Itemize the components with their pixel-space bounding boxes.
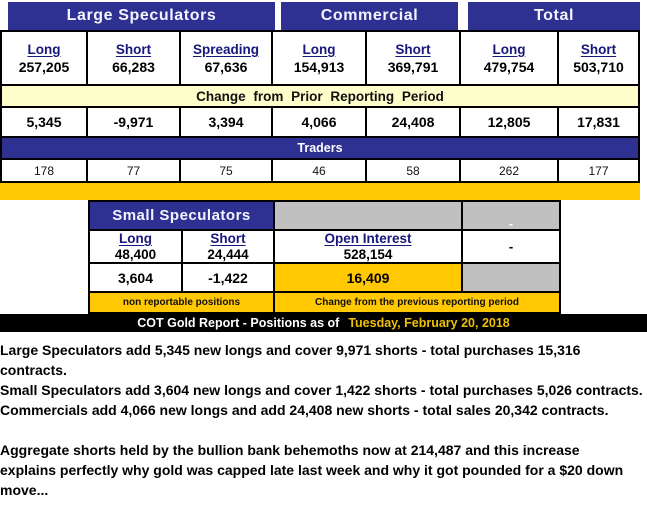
positions-row: Long 257,205 Short 66,283 Spreading 67,6… <box>0 30 640 86</box>
position-value: 154,913 <box>293 58 345 75</box>
dash-placeholder: - <box>509 217 513 231</box>
cell-small-spec-short: Short 24,444 <box>183 231 275 262</box>
commentary-line: Aggregate shorts held by the bullion ban… <box>0 442 580 458</box>
traders-count: 46 <box>273 160 367 181</box>
column-header: Short <box>580 41 617 57</box>
change-value: 3,394 <box>181 108 273 136</box>
cell-large-spec-short: Short 66,283 <box>88 32 181 84</box>
column-header: Long <box>302 41 336 57</box>
column-header: Long <box>119 231 152 246</box>
traders-count: 58 <box>367 160 461 181</box>
commentary-line: explains perfectly why gold was capped l… <box>0 462 624 478</box>
gray-cell <box>463 264 559 291</box>
change-value: 12,805 <box>461 108 559 136</box>
open-interest-value: 528,154 <box>343 247 393 262</box>
group-header-commercial: Commercial <box>281 2 458 30</box>
gray-cell: - <box>463 202 559 231</box>
traders-count: 77 <box>88 160 181 181</box>
cell-large-spec-spreading: Spreading 67,636 <box>181 32 273 84</box>
footnote-non-reportable: non reportable positions <box>90 293 275 312</box>
cell-total-short: Short 503,710 <box>559 32 638 84</box>
position-value: 503,710 <box>573 58 624 75</box>
dash-placeholder: - <box>508 239 514 254</box>
cell-large-spec-long: Long 257,205 <box>2 32 88 84</box>
cell-commercial-short: Short 369,791 <box>367 32 461 84</box>
empty-cell: - <box>463 231 559 262</box>
position-value: 67,636 <box>204 58 248 75</box>
change-value: 3,604 <box>90 264 183 291</box>
traders-band: Traders <box>0 138 640 160</box>
gold-divider-band <box>0 183 640 200</box>
traders-count: 178 <box>2 160 88 181</box>
commentary-blank-line <box>0 420 647 440</box>
column-header: Spreading <box>192 41 259 57</box>
commentary-line: contracts. <box>0 362 67 378</box>
report-date: Tuesday, February 20, 2018 <box>348 316 510 330</box>
column-header: Open Interest <box>324 231 412 246</box>
group-header-gap <box>458 2 468 30</box>
traders-row: 178 77 75 46 58 262 177 <box>0 160 640 183</box>
small-spec-changes-row: 3,604 -1,422 16,409 <box>90 264 559 293</box>
traders-count: 262 <box>461 160 559 181</box>
change-value: 24,408 <box>367 108 461 136</box>
column-header: Short <box>395 41 431 57</box>
small-spec-positions-row: Long 48,400 Short 24,444 Open Interest 5… <box>90 231 559 264</box>
commentary: Large Speculators add 5,345 new longs an… <box>0 340 647 500</box>
column-header: Long <box>492 41 526 57</box>
small-spec-title: Small Speculators <box>90 202 275 229</box>
cell-total-long: Long 479,754 <box>461 32 559 84</box>
commentary-line: move... <box>0 482 49 498</box>
change-value: 5,345 <box>2 108 88 136</box>
position-value: 369,791 <box>387 58 439 75</box>
column-header: Long <box>27 41 61 57</box>
commentary-line: Commercials add 4,066 new longs and add … <box>0 402 609 418</box>
change-value: 4,066 <box>273 108 367 136</box>
footnote-change-period: Change from the previous reporting perio… <box>275 293 559 312</box>
traders-count: 177 <box>588 163 609 178</box>
report-title: COT Gold Report - Positions as of <box>137 316 340 330</box>
position-value: 66,283 <box>112 58 155 75</box>
column-header: Short <box>115 41 152 57</box>
change-value: 17,831 <box>577 114 620 130</box>
change-value: -9,971 <box>88 108 181 136</box>
position-value: 48,400 <box>114 247 157 262</box>
report-title-bar: COT Gold Report - Positions as of Tuesda… <box>0 314 647 332</box>
column-header: Short <box>210 231 246 246</box>
main-table: Large Speculators Commercial Total Long … <box>0 0 640 200</box>
cell-commercial-long: Long 154,913 <box>273 32 367 84</box>
position-value: 479,754 <box>483 58 535 75</box>
commentary-line: Small Speculators add 3,604 new longs an… <box>0 382 643 398</box>
cell-open-interest: Open Interest 528,154 <box>275 231 463 262</box>
group-header-large-speculators: Large Speculators <box>8 2 275 30</box>
change-band: Change from Prior Reporting Period <box>0 86 640 108</box>
position-value: 24,444 <box>207 247 249 262</box>
group-header-row: Large Speculators Commercial Total <box>0 0 640 30</box>
position-value: 257,205 <box>18 58 70 75</box>
small-spec-footnote-row: non reportable positions Change from the… <box>90 293 559 312</box>
group-header-total: Total <box>468 2 640 30</box>
small-speculators-table: Small Speculators - Long 48,400 Short 24… <box>88 200 561 314</box>
traders-count: 75 <box>181 160 273 181</box>
gray-cell <box>275 202 463 229</box>
open-interest-change: 16,409 <box>275 264 463 291</box>
cell-small-spec-long: Long 48,400 <box>90 231 183 262</box>
changes-row: 5,345 -9,971 3,394 4,066 24,408 12,805 1… <box>0 108 640 138</box>
change-value: -1,422 <box>183 264 275 291</box>
small-spec-header-row: Small Speculators - <box>90 202 559 231</box>
commentary-line: Large Speculators add 5,345 new longs an… <box>0 342 581 358</box>
